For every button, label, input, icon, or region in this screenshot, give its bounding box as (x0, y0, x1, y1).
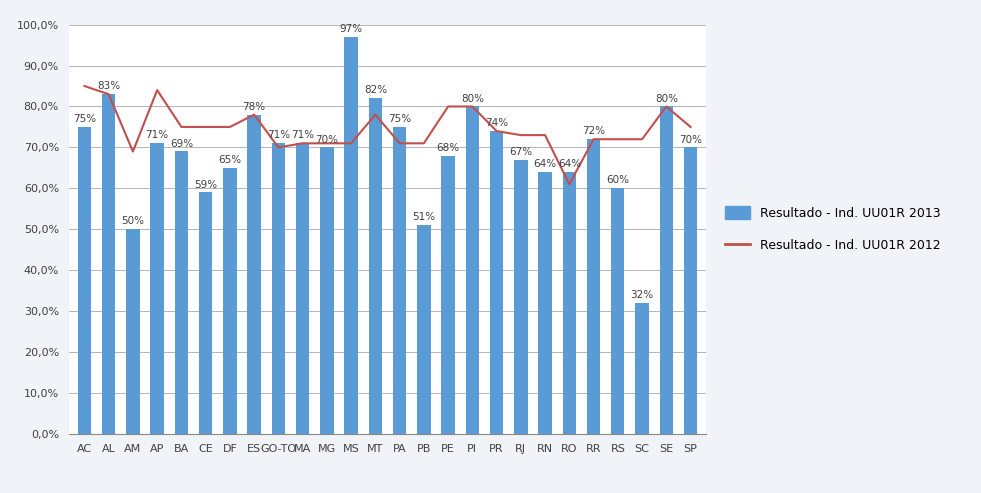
Text: 78%: 78% (242, 102, 266, 112)
Text: 68%: 68% (437, 143, 460, 153)
Text: 64%: 64% (534, 159, 556, 169)
Text: 97%: 97% (339, 24, 363, 34)
Bar (563, 172, 576, 434)
Bar (441, 156, 455, 434)
Text: 82%: 82% (364, 85, 387, 96)
Bar (320, 147, 334, 434)
Text: 59%: 59% (194, 179, 217, 189)
Text: 74%: 74% (485, 118, 508, 128)
Text: 70%: 70% (679, 135, 702, 144)
Text: 60%: 60% (606, 176, 630, 185)
Bar (684, 147, 697, 434)
Bar (127, 229, 139, 434)
Bar (587, 139, 600, 434)
Bar (659, 106, 673, 434)
Bar (77, 127, 91, 434)
Bar (393, 127, 406, 434)
Text: 67%: 67% (509, 147, 533, 157)
Bar (102, 94, 116, 434)
Bar (224, 168, 236, 434)
Bar (611, 188, 625, 434)
Text: 72%: 72% (582, 126, 605, 137)
Text: 75%: 75% (388, 114, 411, 124)
Text: 65%: 65% (219, 155, 241, 165)
Bar (636, 303, 648, 434)
Bar (369, 98, 382, 434)
Text: 70%: 70% (315, 135, 338, 144)
Text: 80%: 80% (461, 94, 484, 104)
Bar (417, 225, 431, 434)
Bar (175, 151, 188, 434)
Text: 71%: 71% (145, 131, 169, 141)
Text: 64%: 64% (558, 159, 581, 169)
Text: 83%: 83% (97, 81, 121, 91)
Text: 71%: 71% (267, 131, 290, 141)
Bar (344, 37, 358, 434)
Text: 69%: 69% (170, 139, 193, 148)
Text: 71%: 71% (291, 131, 314, 141)
Text: 75%: 75% (73, 114, 96, 124)
Bar (272, 143, 285, 434)
Bar (539, 172, 551, 434)
Bar (514, 160, 528, 434)
Bar (490, 131, 503, 434)
Bar (296, 143, 309, 434)
Bar (150, 143, 164, 434)
Text: 50%: 50% (122, 216, 144, 226)
Bar (199, 192, 212, 434)
Legend: Resultado - Ind. UU01R 2013, Resultado - Ind. UU01R 2012: Resultado - Ind. UU01R 2013, Resultado -… (719, 200, 947, 258)
Text: 80%: 80% (654, 94, 678, 104)
Bar (247, 115, 261, 434)
Text: 51%: 51% (412, 212, 436, 222)
Bar (466, 106, 479, 434)
Text: 32%: 32% (631, 290, 653, 300)
